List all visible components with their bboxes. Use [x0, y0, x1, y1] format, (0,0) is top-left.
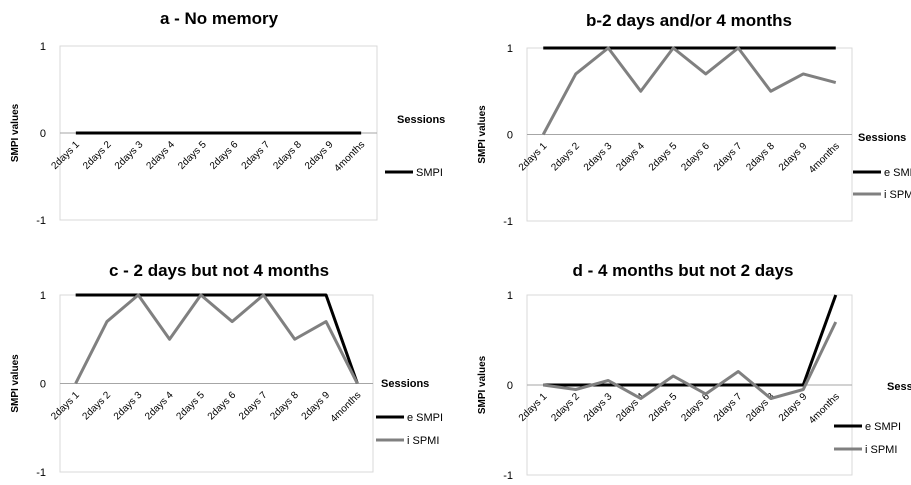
x-tick-label: 2days 3: [582, 141, 615, 174]
x-tick-label: 2days 8: [271, 139, 304, 172]
legend-label: SMPI: [416, 167, 443, 179]
x-tick-label: 2days 5: [176, 139, 209, 172]
chart-title: c - 2 days but not 4 months: [109, 261, 329, 280]
x-tick-label: 2days 8: [744, 141, 777, 174]
x-tick-label: 2days 7: [712, 141, 745, 174]
x-tick-label: 4months: [332, 139, 367, 174]
chart-panel-c: c - 2 days but not 4 months 1 0 -1 SMPI valu…: [0, 245, 450, 480]
x-tick-label: 2days 4: [614, 141, 647, 174]
x-axis-label: Sessions: [381, 378, 429, 390]
x-tick-label: 2days 1: [517, 391, 550, 424]
series-line-2: [74, 293, 359, 385]
x-tick-label: 2days 6: [679, 391, 712, 424]
legend-label: i SPMI: [884, 189, 911, 201]
x-tick-label: 2days 3: [582, 391, 615, 424]
y-tick-label: -1: [36, 467, 46, 479]
x-tick-label: 4months: [807, 141, 842, 176]
series-line-2: [541, 46, 837, 136]
y-tick-label: -1: [503, 470, 513, 480]
x-tick-label: 2days 5: [174, 390, 207, 423]
chart-panel-a: a - No memory 1 0 -1 SMPI values 2days 1 2days…: [0, 0, 450, 240]
x-tick-label: 4months: [807, 391, 842, 426]
x-tick-label: 2days 1: [49, 390, 82, 423]
chart-panel-d: d - 4 months but not 2 days 1 0 -1 SMPI valu…: [455, 245, 911, 482]
x-tick-label: 2days 8: [268, 390, 301, 423]
x-tick-label: 2days 7: [237, 390, 270, 423]
x-tick-label: 2days 2: [81, 390, 114, 423]
chart-svg: d - 4 months but not 2 days 1 0 -1 SMPI valu…: [477, 261, 911, 482]
y-tick-label: 0: [507, 380, 513, 392]
x-tick-label: 4months: [329, 390, 364, 425]
x-tick-label: 2days 3: [113, 139, 146, 172]
y-tick-label: 0: [40, 128, 46, 140]
chart-title: b-2 days and/or 4 months: [586, 11, 792, 30]
x-tick-label: 2days 1: [517, 141, 550, 174]
x-tick-label: 2days 6: [208, 139, 241, 172]
x-tick-label: 2days 9: [300, 390, 333, 423]
x-tick-label: 2days 9: [303, 139, 336, 172]
x-tick-label: 2days 2: [549, 141, 582, 174]
y-axis-label: SMPI values: [10, 103, 21, 162]
y-tick-label: 0: [507, 130, 513, 142]
x-tick-label: 2days 6: [679, 141, 712, 174]
chart-svg: b-2 days and/or 4 months 1 0 -1 SMPI values 2…: [477, 11, 911, 228]
y-tick-label: -1: [36, 215, 46, 227]
series-line-1: [75, 293, 359, 385]
x-tick-label: 2days 2: [81, 139, 114, 172]
legend-label: i SPMI: [865, 444, 897, 456]
x-tick-label: 2days 1: [49, 139, 82, 172]
x-tick-label: 2days 8: [744, 391, 777, 424]
legend-label: e SMPI: [407, 412, 443, 424]
legend-label: e SMPI: [865, 421, 901, 433]
y-axis-label: SMPI values: [477, 105, 488, 164]
x-tick-label: 2days 4: [143, 390, 176, 423]
x-tick-label: 2days 3: [112, 390, 145, 423]
x-tick-label: 2days 6: [206, 390, 239, 423]
y-tick-label: 1: [507, 43, 513, 55]
x-tick-label: 2days 9: [777, 141, 810, 174]
x-tick-label: 2days 7: [712, 391, 745, 424]
x-axis-label: Sessions: [858, 132, 906, 144]
chart-panel-b: b-2 days and/or 4 months 1 0 -1 SMPI values 2…: [455, 0, 911, 240]
chart-svg: c - 2 days but not 4 months 1 0 -1 SMPI valu…: [10, 261, 443, 479]
y-axis-label: SMPI values: [477, 355, 488, 414]
y-tick-label: -1: [503, 216, 513, 228]
x-tick-label: 2days 5: [647, 141, 680, 174]
y-tick-label: 0: [40, 379, 46, 391]
series-line-2: [543, 321, 838, 400]
chart-title: a - No memory: [160, 9, 279, 28]
x-axis-label: Sessions: [397, 114, 445, 126]
x-tick-label: 2days 7: [240, 139, 273, 172]
x-tick-label: 2days 4: [145, 139, 178, 172]
x-tick-label: 2days 5: [647, 391, 680, 424]
legend-label: e SMPI: [884, 167, 911, 179]
y-tick-label: 1: [507, 290, 513, 302]
chart-title: d - 4 months but not 2 days: [572, 261, 793, 280]
legend-label: i SPMI: [407, 435, 439, 447]
x-axis-label: Sessions: [887, 381, 911, 393]
y-axis-label: SMPI values: [10, 354, 21, 413]
x-tick-label: 2days 2: [549, 391, 582, 424]
y-tick-label: 1: [40, 41, 46, 53]
y-tick-label: 1: [40, 290, 46, 302]
series-line-1: [543, 294, 838, 387]
